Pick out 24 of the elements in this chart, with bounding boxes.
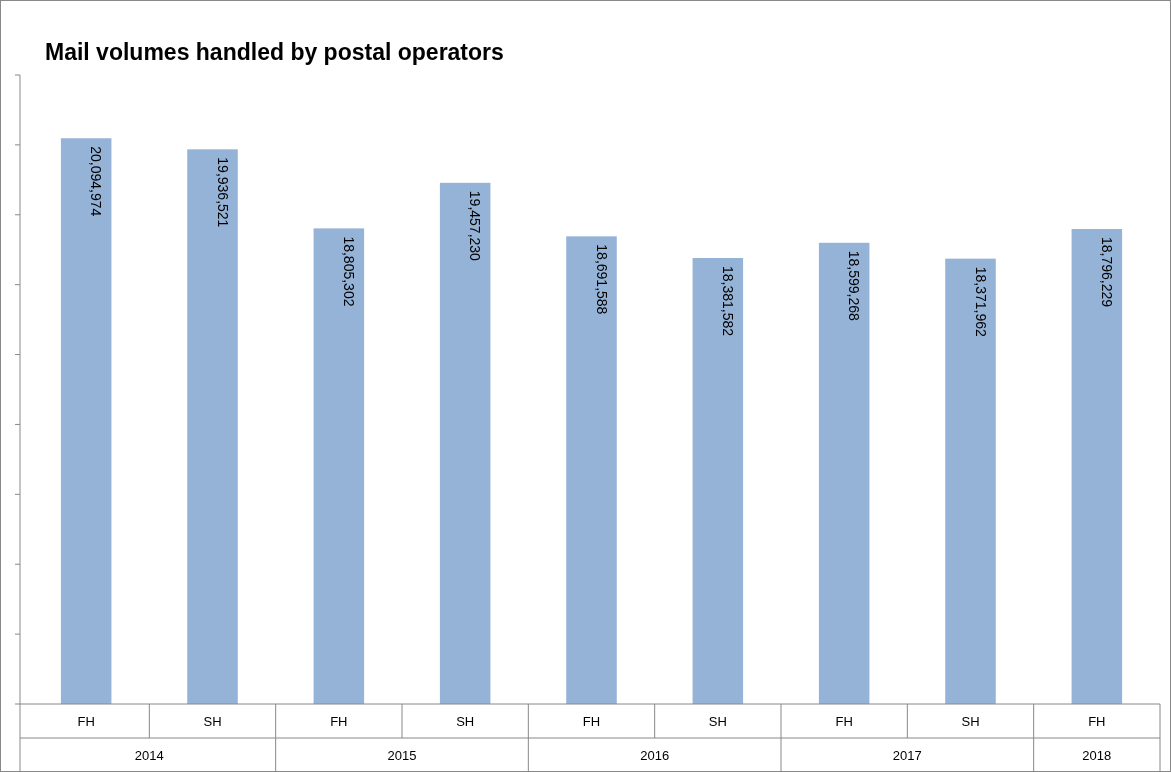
x-tick-label: FH: [330, 714, 348, 729]
data-label: 18,381,582: [719, 266, 736, 337]
text: 2016: [640, 748, 670, 763]
x-tick-label: FH: [582, 714, 601, 729]
data-label: 19,936,521: [214, 157, 231, 228]
x-tick-label: SH: [456, 714, 475, 729]
x-tick-label: FH: [77, 714, 95, 729]
text: 2014: [134, 748, 164, 763]
data-label: 18,371,962: [972, 266, 989, 337]
data-label: 18,796,229: [1098, 237, 1115, 308]
x-tick-label: FH: [1088, 714, 1106, 729]
text: 2015: [387, 748, 417, 763]
chart-title: Mail volumes handled by postal operators: [45, 39, 504, 65]
x-tick-label: SH: [203, 714, 222, 729]
text: 2018: [1082, 748, 1112, 763]
x-tick-label: FH: [835, 714, 853, 729]
data-label: 20,094,974: [88, 146, 105, 217]
data-label: 18,599,268: [846, 250, 863, 322]
text: 2017: [892, 748, 922, 763]
data-label: 19,457,230: [467, 190, 484, 262]
data-label: 18,805,302: [340, 236, 357, 307]
x-tick-label: SH: [708, 714, 727, 729]
data-label: 18,691,588: [593, 244, 610, 315]
x-tick-label: SH: [961, 714, 980, 729]
